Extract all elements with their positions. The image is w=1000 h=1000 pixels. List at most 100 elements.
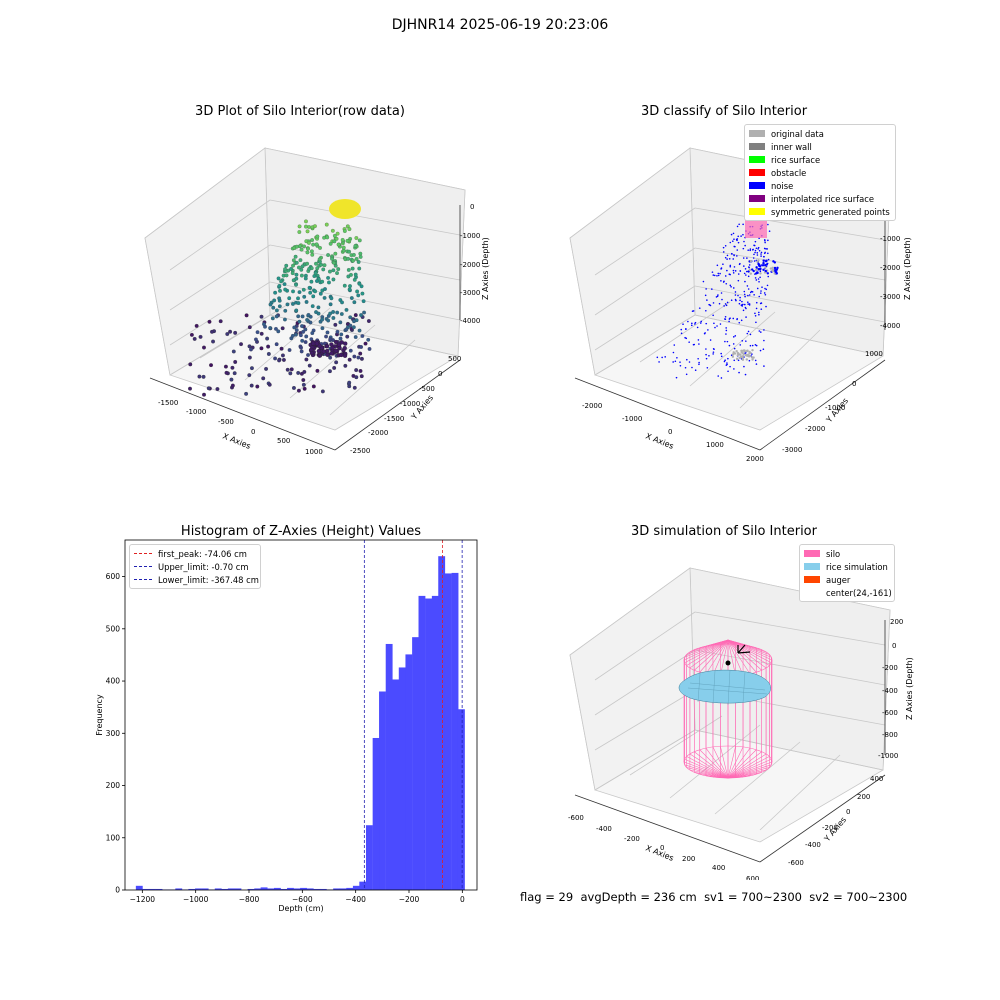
classify-point (771, 266, 774, 270)
classify-point (746, 354, 749, 357)
classify-point (767, 239, 769, 242)
classify-point (758, 268, 762, 271)
classify-point (737, 235, 740, 238)
classify-point (775, 272, 779, 275)
classify-point (729, 273, 731, 276)
raw-point (259, 346, 264, 351)
classify-point (740, 235, 742, 237)
classify-point (705, 309, 707, 312)
raw-point (320, 279, 325, 284)
raw-point (307, 266, 312, 271)
classify-point (724, 256, 727, 259)
histogram-xtick-label: −800 (239, 895, 260, 904)
classify-point (734, 291, 737, 293)
raw-point (305, 250, 310, 255)
raw-ytick: -1000 (400, 400, 420, 408)
raw-point (304, 224, 308, 229)
histogram-bar (457, 709, 465, 890)
classify-point (724, 275, 727, 277)
raw-point (294, 260, 299, 265)
classify-ztick: -2000 (880, 264, 900, 272)
legend-swatch (804, 576, 820, 583)
raw-point (347, 287, 352, 292)
raw-point (291, 289, 295, 294)
classify-point (736, 351, 740, 355)
classify-point (758, 295, 761, 298)
histogram-bar (359, 881, 367, 890)
classify-point (765, 288, 768, 291)
raw-ztick: -2000 (460, 261, 480, 269)
raw-point (337, 346, 342, 351)
raw-point (357, 238, 362, 243)
classify-point (747, 249, 749, 251)
classify-point (720, 355, 723, 358)
raw-point (357, 328, 362, 333)
raw-point (301, 287, 306, 292)
classify-point (716, 325, 718, 327)
center-marker (725, 660, 731, 666)
histogram-bar (221, 888, 229, 890)
raw-point (272, 298, 277, 303)
raw-point (331, 277, 336, 282)
histogram-xtick-label: −1000 (183, 895, 209, 904)
classify-point (764, 293, 767, 296)
classify-point (751, 358, 754, 361)
silo-floor-line (727, 746, 744, 779)
legend-label: inner wall (771, 141, 812, 152)
histogram-bar (142, 888, 150, 890)
classify-point (729, 365, 731, 368)
raw-point (357, 281, 362, 286)
classify-point (737, 294, 739, 297)
classify-point (747, 275, 750, 278)
raw-point (366, 319, 371, 323)
raw-point (311, 242, 316, 247)
histogram-title: Histogram of Z-Axies (Height) Values (180, 524, 422, 539)
simulation-ytick: 400 (870, 775, 883, 783)
classify-point (688, 361, 691, 363)
classify-point (702, 280, 705, 283)
raw-point (255, 330, 260, 335)
classify-point (729, 265, 732, 268)
raw-point (302, 369, 307, 374)
raw-point (306, 353, 310, 357)
simulation-xtick: -200 (624, 835, 640, 843)
raw-point (223, 364, 228, 369)
histogram-bar (175, 888, 183, 890)
raw-point (301, 378, 306, 382)
simulation-ytick: -600 (788, 859, 804, 867)
classify-point (740, 319, 743, 322)
classify-point (742, 303, 744, 306)
classify-point (730, 286, 732, 288)
classify-point (762, 261, 765, 265)
raw-point (344, 307, 349, 312)
histogram-chart: −1200 −1000 −800 −600 −400 −200 0 0 100 200 300 40… (95, 539, 478, 913)
classify-point (680, 328, 683, 331)
histogram-bar (260, 887, 268, 890)
raw-point (291, 386, 296, 390)
histogram-bar (227, 888, 235, 890)
classify-point (756, 254, 759, 256)
classify-point (743, 293, 746, 296)
raw-point (279, 279, 284, 284)
raw-point (209, 363, 213, 368)
raw-point (336, 267, 341, 271)
raw-point (341, 245, 346, 250)
silo-floor-line (684, 764, 729, 779)
raw-point (314, 242, 319, 247)
histogram-xtick-label: 0 (460, 895, 465, 904)
raw-xtick: -1500 (158, 399, 178, 407)
classify-point (756, 271, 759, 274)
classify-point (766, 272, 770, 275)
raw-point (343, 341, 348, 346)
classify-point (755, 344, 758, 347)
histogram-bar (333, 888, 341, 890)
histogram-bar (287, 887, 294, 890)
silo-roof-line (720, 639, 729, 676)
raw-point (316, 305, 321, 310)
raw-point (346, 268, 351, 272)
classify-point (734, 335, 737, 337)
classify-point (736, 225, 739, 228)
raw-point (328, 337, 333, 341)
raw-point (255, 384, 260, 389)
raw-xtick: -1000 (186, 408, 206, 416)
